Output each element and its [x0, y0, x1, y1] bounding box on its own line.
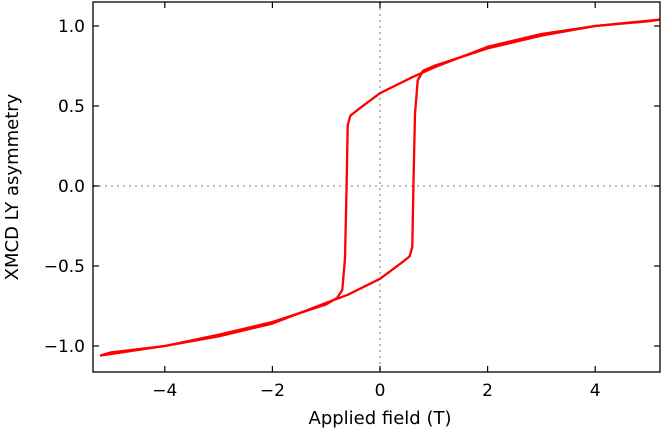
- y-tick-label: −0.5: [44, 257, 85, 277]
- y-tick-label: 0.0: [58, 177, 85, 197]
- data-series: [99, 18, 660, 357]
- x-tick-label: −2: [260, 381, 285, 401]
- plot-frame: [92, 1, 661, 373]
- y-axis-ticks: −1.0 −0.5 0.0 0.5 1.0: [44, 17, 660, 357]
- x-tick-label: 0: [375, 381, 386, 401]
- zero-reference-lines: [93, 2, 660, 372]
- x-axis-ticks: −4 −2 0 2 4: [152, 2, 601, 401]
- y-tick-label: 0.5: [58, 97, 85, 117]
- x-axis-label: Applied field (T): [309, 408, 452, 429]
- y-axis-label: XMCD LY asymmetry: [2, 93, 23, 280]
- x-tick-label: 4: [590, 381, 601, 401]
- x-tick-label: −4: [152, 381, 177, 401]
- y-tick-label: −1.0: [44, 337, 85, 357]
- x-tick-label: 2: [482, 381, 493, 401]
- y-tick-label: 1.0: [58, 17, 85, 37]
- series-line-1: [100, 18, 660, 357]
